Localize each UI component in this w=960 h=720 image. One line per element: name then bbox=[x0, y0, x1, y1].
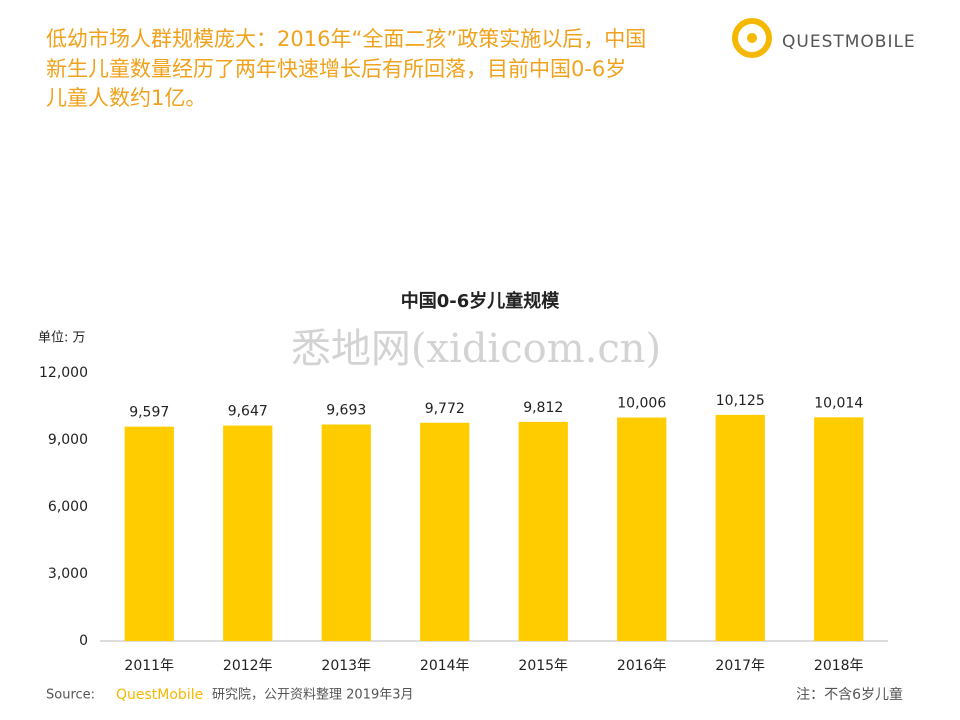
bar bbox=[223, 425, 273, 641]
headline: 儿童人数约1亿。 bbox=[46, 86, 206, 110]
logo-text: QUESTMOBILE bbox=[782, 32, 916, 52]
bar bbox=[814, 417, 864, 641]
bar bbox=[518, 421, 568, 641]
y-tick-label: 12,000 bbox=[39, 365, 88, 381]
source-text: 研究院，公开资料整理 2019年3月 bbox=[212, 688, 414, 703]
x-tick-label: 2013年 bbox=[321, 658, 371, 674]
watermark: 悉地网(xidicom.cn) bbox=[291, 326, 661, 372]
bar bbox=[321, 424, 371, 641]
note: 注：不含6岁儿童 bbox=[796, 686, 903, 703]
bar bbox=[124, 426, 174, 641]
data-label: 9,812 bbox=[523, 400, 563, 416]
data-label: 9,693 bbox=[326, 403, 366, 419]
chart-title: 中国0-6岁儿童规模 bbox=[401, 290, 561, 312]
y-tick-label: 3,000 bbox=[48, 566, 88, 582]
x-tick-label: 2018年 bbox=[814, 658, 864, 674]
headline: 低幼市场人群规模庞大：2016年“全面二孩”政策实施以后，中国 bbox=[46, 27, 646, 51]
y-tick-label: 6,000 bbox=[48, 499, 88, 515]
bar bbox=[617, 417, 667, 641]
y-axis-label: 单位: 万 bbox=[38, 331, 86, 346]
y-tick-label: 9,000 bbox=[48, 432, 88, 448]
data-label: 10,125 bbox=[716, 393, 765, 409]
source-brand: QuestMobile bbox=[116, 687, 203, 703]
bar bbox=[420, 422, 470, 641]
headline: 新生儿童数量经历了两年快速增长后有所回落，目前中国0-6岁 bbox=[46, 57, 626, 81]
x-tick-label: 2014年 bbox=[420, 658, 470, 674]
data-label: 9,597 bbox=[129, 405, 169, 421]
y-tick-label: 0 bbox=[79, 633, 88, 649]
x-tick-label: 2017年 bbox=[715, 658, 765, 674]
bar bbox=[715, 414, 765, 641]
data-label: 9,772 bbox=[425, 401, 465, 417]
x-tick-label: 2015年 bbox=[518, 658, 568, 674]
source-label: Source: bbox=[46, 688, 95, 703]
x-tick-label: 2012年 bbox=[223, 658, 273, 674]
logo-icon bbox=[732, 18, 772, 58]
x-tick-label: 2016年 bbox=[617, 658, 667, 674]
x-tick-label: 2011年 bbox=[124, 658, 174, 674]
logo-icon bbox=[747, 33, 757, 43]
data-label: 10,014 bbox=[814, 395, 863, 411]
data-label: 10,006 bbox=[617, 396, 666, 412]
data-label: 9,647 bbox=[228, 404, 268, 420]
